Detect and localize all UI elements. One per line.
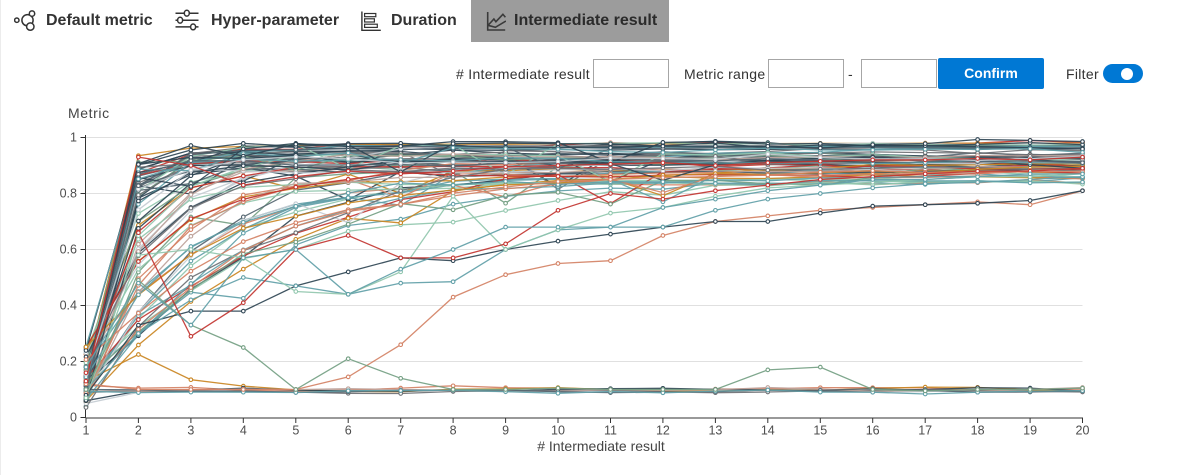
- svg-text:7: 7: [397, 424, 404, 438]
- svg-text:Metric: Metric: [68, 105, 110, 121]
- svg-text:20: 20: [1076, 424, 1090, 438]
- svg-text:5: 5: [292, 424, 299, 438]
- svg-text:1: 1: [83, 424, 90, 438]
- svg-text:14: 14: [761, 424, 775, 438]
- svg-text:11: 11: [604, 424, 617, 438]
- svg-text:9: 9: [502, 424, 509, 438]
- svg-text:0: 0: [70, 411, 77, 425]
- svg-text:18: 18: [971, 424, 985, 438]
- svg-text:13: 13: [708, 424, 722, 438]
- svg-text:0.8: 0.8: [60, 187, 77, 201]
- svg-text:8: 8: [450, 424, 457, 438]
- svg-text:1: 1: [70, 131, 77, 145]
- svg-text:15: 15: [813, 424, 827, 438]
- svg-text:19: 19: [1023, 424, 1037, 438]
- svg-text:17: 17: [918, 424, 932, 438]
- svg-text:6: 6: [345, 424, 352, 438]
- svg-text:0.4: 0.4: [60, 299, 77, 313]
- svg-text:16: 16: [866, 424, 880, 438]
- svg-text:4: 4: [240, 424, 247, 438]
- svg-text:0.2: 0.2: [60, 355, 77, 369]
- svg-text:# Intermediate result: # Intermediate result: [537, 438, 665, 454]
- svg-text:12: 12: [656, 424, 670, 438]
- svg-text:3: 3: [187, 424, 194, 438]
- svg-text:2: 2: [135, 424, 142, 438]
- svg-text:0.6: 0.6: [60, 243, 77, 257]
- svg-text:10: 10: [551, 424, 565, 438]
